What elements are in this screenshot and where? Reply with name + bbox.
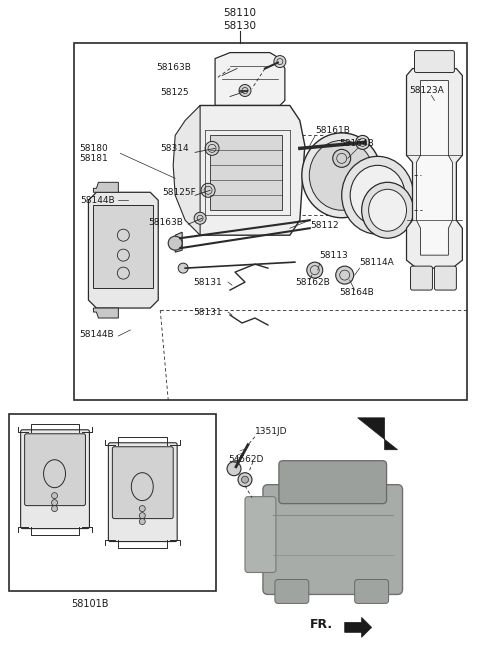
- Text: 58314: 58314: [160, 144, 189, 153]
- Polygon shape: [215, 52, 285, 106]
- Ellipse shape: [350, 165, 405, 225]
- Circle shape: [205, 142, 219, 155]
- FancyBboxPatch shape: [275, 579, 309, 604]
- Circle shape: [194, 213, 206, 224]
- Polygon shape: [94, 182, 119, 192]
- Circle shape: [336, 266, 354, 284]
- Text: 58101B: 58101B: [72, 600, 109, 609]
- Circle shape: [238, 473, 252, 487]
- Circle shape: [139, 506, 145, 512]
- Polygon shape: [185, 106, 305, 236]
- Polygon shape: [345, 617, 372, 638]
- Circle shape: [178, 263, 188, 273]
- Text: 58144B: 58144B: [80, 331, 114, 340]
- FancyBboxPatch shape: [355, 579, 389, 604]
- Text: 58130: 58130: [224, 20, 256, 31]
- Text: 58112: 58112: [310, 220, 338, 230]
- Circle shape: [356, 135, 370, 150]
- FancyBboxPatch shape: [263, 485, 403, 594]
- Ellipse shape: [361, 182, 413, 238]
- Circle shape: [239, 85, 251, 96]
- Text: 58163B: 58163B: [148, 218, 183, 227]
- Circle shape: [307, 262, 323, 278]
- Bar: [9, 414, 216, 592]
- Polygon shape: [173, 106, 200, 236]
- FancyBboxPatch shape: [108, 443, 177, 542]
- Circle shape: [333, 150, 351, 167]
- FancyBboxPatch shape: [434, 266, 456, 290]
- FancyBboxPatch shape: [415, 51, 455, 73]
- Text: FR.: FR.: [310, 618, 333, 631]
- Ellipse shape: [369, 190, 407, 231]
- Text: 58164B: 58164B: [340, 139, 374, 148]
- Polygon shape: [94, 205, 153, 288]
- Polygon shape: [417, 81, 452, 255]
- Ellipse shape: [302, 133, 382, 218]
- Text: 58123A: 58123A: [409, 86, 444, 95]
- Polygon shape: [407, 68, 462, 268]
- Polygon shape: [175, 232, 182, 252]
- Circle shape: [51, 493, 58, 499]
- Circle shape: [201, 183, 215, 197]
- Circle shape: [241, 476, 249, 483]
- Bar: [74, 43, 468, 400]
- Circle shape: [227, 462, 241, 476]
- Polygon shape: [94, 308, 119, 318]
- Text: 1351JD: 1351JD: [255, 427, 288, 436]
- Text: 58131: 58131: [193, 277, 222, 287]
- Circle shape: [139, 512, 145, 519]
- Ellipse shape: [309, 140, 374, 211]
- Circle shape: [51, 506, 58, 512]
- Text: 58180: 58180: [80, 144, 108, 153]
- Circle shape: [168, 236, 182, 250]
- FancyBboxPatch shape: [410, 266, 432, 290]
- Text: 58110: 58110: [224, 8, 256, 18]
- FancyBboxPatch shape: [279, 461, 386, 504]
- Text: 58163B: 58163B: [156, 63, 191, 72]
- Ellipse shape: [342, 156, 413, 234]
- FancyBboxPatch shape: [24, 434, 85, 506]
- Circle shape: [51, 500, 58, 506]
- Polygon shape: [88, 192, 158, 308]
- Polygon shape: [210, 135, 282, 211]
- Polygon shape: [358, 418, 397, 450]
- Text: 58162B: 58162B: [295, 277, 330, 287]
- Text: 58125F: 58125F: [162, 188, 196, 197]
- Circle shape: [139, 519, 145, 525]
- FancyBboxPatch shape: [245, 497, 276, 573]
- Text: 54562D: 54562D: [228, 455, 264, 464]
- FancyBboxPatch shape: [21, 430, 89, 529]
- Text: 58125: 58125: [160, 88, 189, 97]
- Text: 58181: 58181: [80, 154, 108, 163]
- Text: 58161B: 58161B: [315, 126, 349, 135]
- Text: 58131: 58131: [193, 308, 222, 317]
- Text: 58113: 58113: [320, 251, 348, 260]
- Text: 58164B: 58164B: [340, 287, 374, 297]
- Text: 58114A: 58114A: [360, 258, 395, 266]
- Text: 58144B: 58144B: [81, 195, 115, 205]
- FancyBboxPatch shape: [112, 447, 173, 519]
- Circle shape: [274, 56, 286, 68]
